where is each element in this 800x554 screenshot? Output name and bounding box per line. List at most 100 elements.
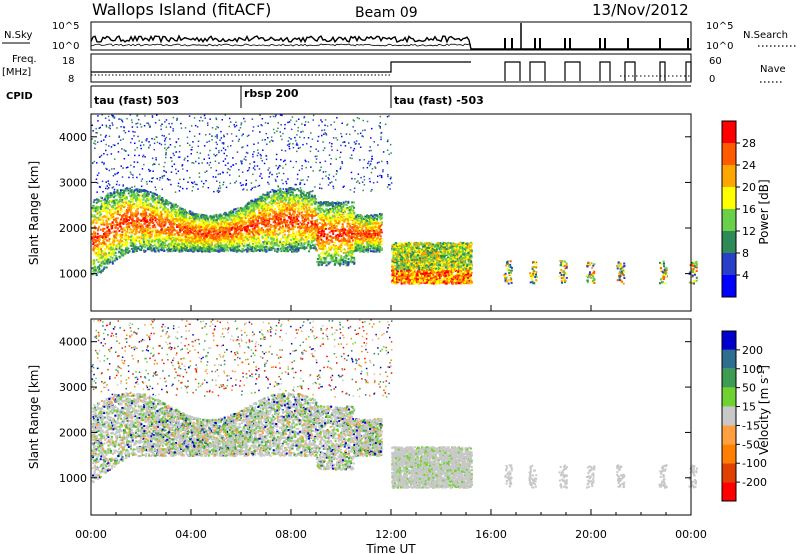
power-cell: [153, 224, 156, 227]
power-cell: [205, 228, 208, 231]
power-cell: [281, 243, 284, 246]
power-cell: [167, 208, 169, 211]
power-cell: [148, 236, 151, 239]
power-cell: [206, 232, 209, 235]
power-cell: [260, 214, 263, 216]
power-cell: [355, 221, 358, 224]
power-cell: [364, 229, 367, 232]
power-cell: [161, 201, 163, 204]
power-cell: [339, 243, 342, 246]
power-cell: [292, 241, 295, 244]
power-cell: [311, 228, 314, 231]
power-cell: [305, 206, 308, 208]
power-cell: [279, 206, 282, 209]
power-cell: [346, 251, 349, 254]
power-cell: [268, 234, 271, 237]
power-cell: [311, 217, 314, 220]
power-cell: [323, 232, 326, 235]
power-cell: [111, 221, 114, 224]
power-cell: [210, 239, 213, 242]
power-cell: [207, 241, 209, 244]
power-cell: [157, 246, 160, 249]
power-cell: [103, 204, 106, 207]
power-cell: [269, 190, 272, 193]
power-cell: [102, 267, 105, 270]
power-cell: [172, 227, 175, 230]
power-cell: [161, 239, 164, 242]
power-cell: [289, 213, 291, 216]
power-cell: [233, 222, 235, 225]
power-cell: [276, 247, 279, 250]
power-cell: [328, 248, 331, 251]
power-cell: [217, 225, 220, 228]
power-cell: [365, 227, 368, 229]
power-cell: [348, 223, 351, 226]
power-cell: [146, 224, 149, 227]
power-cell: [114, 204, 117, 207]
power-cell: [145, 221, 148, 223]
power-cell: [362, 222, 365, 225]
power-cell: [281, 214, 284, 217]
power-cell: [297, 198, 300, 201]
power-cell: [269, 223, 272, 226]
power-cell: [337, 209, 340, 212]
power-cell: [376, 239, 379, 242]
power-cell: [157, 223, 160, 226]
power-cell: [174, 245, 177, 248]
power-cell: [274, 213, 277, 216]
power-cell: [141, 219, 144, 222]
power-cell: [173, 222, 176, 225]
power-cell: [353, 258, 356, 261]
power-cell: [327, 220, 330, 223]
power-cell: [249, 241, 252, 244]
power-cell: [370, 234, 372, 237]
power-cell: [372, 215, 375, 218]
power-cell: [108, 230, 111, 233]
power-cell: [368, 229, 371, 232]
nsky-tick-top-left: 10^5: [52, 21, 79, 32]
power-cell: [332, 259, 335, 262]
power-cell: [270, 240, 273, 243]
power-cell: [189, 226, 192, 229]
power-cell: [113, 254, 116, 257]
power-cell: [380, 231, 383, 234]
nsky-trace: [90, 23, 691, 50]
power-cell: [330, 227, 333, 230]
power-cell: [260, 222, 263, 225]
power-cell: [210, 215, 213, 218]
power-cell: [247, 211, 250, 214]
power-cell: [172, 206, 174, 208]
power-cell: [342, 240, 344, 243]
power-cell: [136, 226, 139, 229]
power-cell: [276, 202, 279, 205]
power-cell: [349, 245, 352, 248]
power-cell: [122, 241, 125, 244]
nsky-tick-bottom-left: 10^0: [52, 41, 79, 52]
power-cell: [298, 247, 301, 250]
power-cell: [137, 212, 139, 215]
power-cell: [269, 214, 272, 217]
power-cell: [154, 226, 157, 229]
power-cell: [97, 246, 100, 249]
power-cell: [103, 234, 106, 237]
power-cell: [175, 203, 177, 206]
power-cell: [340, 255, 343, 257]
power-cell: [105, 245, 108, 248]
power-cell: [279, 247, 282, 250]
power-cell: [256, 245, 259, 247]
power-cell: [234, 237, 237, 239]
power-cell: [175, 205, 178, 208]
power-cell: [140, 242, 143, 244]
power-cell: [360, 248, 362, 251]
power-cell: [194, 232, 197, 235]
power-cell: [345, 257, 347, 260]
power-cell: [291, 238, 294, 240]
power-cell: [320, 256, 323, 259]
power-cell: [145, 229, 148, 232]
power-cell: [215, 219, 218, 221]
power-cell: [288, 216, 290, 219]
power-cell: [97, 200, 100, 203]
power-cell: [300, 214, 303, 217]
power-cell: [263, 202, 266, 205]
power-cell: [277, 211, 280, 214]
